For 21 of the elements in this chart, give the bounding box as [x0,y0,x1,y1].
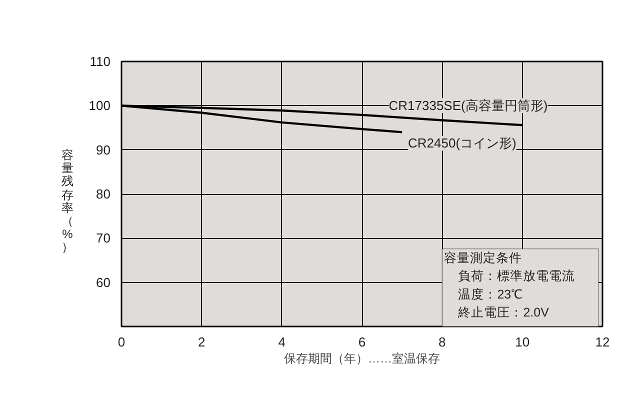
y-tick-label: 110 [90,54,111,69]
y-tick-label: 80 [96,186,111,202]
y-tick-label: 100 [88,98,111,114]
x-tick-label: 2 [198,334,206,350]
annotation: 容量測定条件 [444,250,522,266]
x-tick-label: 10 [515,334,530,350]
series-label: CR2450(コイン形) [408,136,516,151]
series-label: CR17335SE(高容量円筒形) [388,98,548,114]
annotation: 温度：23℃ [458,286,524,302]
y-tick-label: 60 [96,274,111,290]
x-tick-label: 4 [278,334,286,350]
x-tick-label: 0 [118,334,126,350]
x-tick-label: 12 [595,334,610,350]
annotation: 負荷：標準放電電流 [458,268,576,284]
y-tick-label: 70 [96,230,111,246]
y-tick-label: 90 [96,142,111,158]
annotation: 終止電圧：2.0V [457,305,550,320]
x-tick-label: 8 [438,334,446,350]
x-tick-label: 6 [358,334,366,350]
x-axis-title: 保存期間（年）……室温保存 [284,352,440,366]
y-axis-title: 容量残存率（%） [62,148,74,254]
